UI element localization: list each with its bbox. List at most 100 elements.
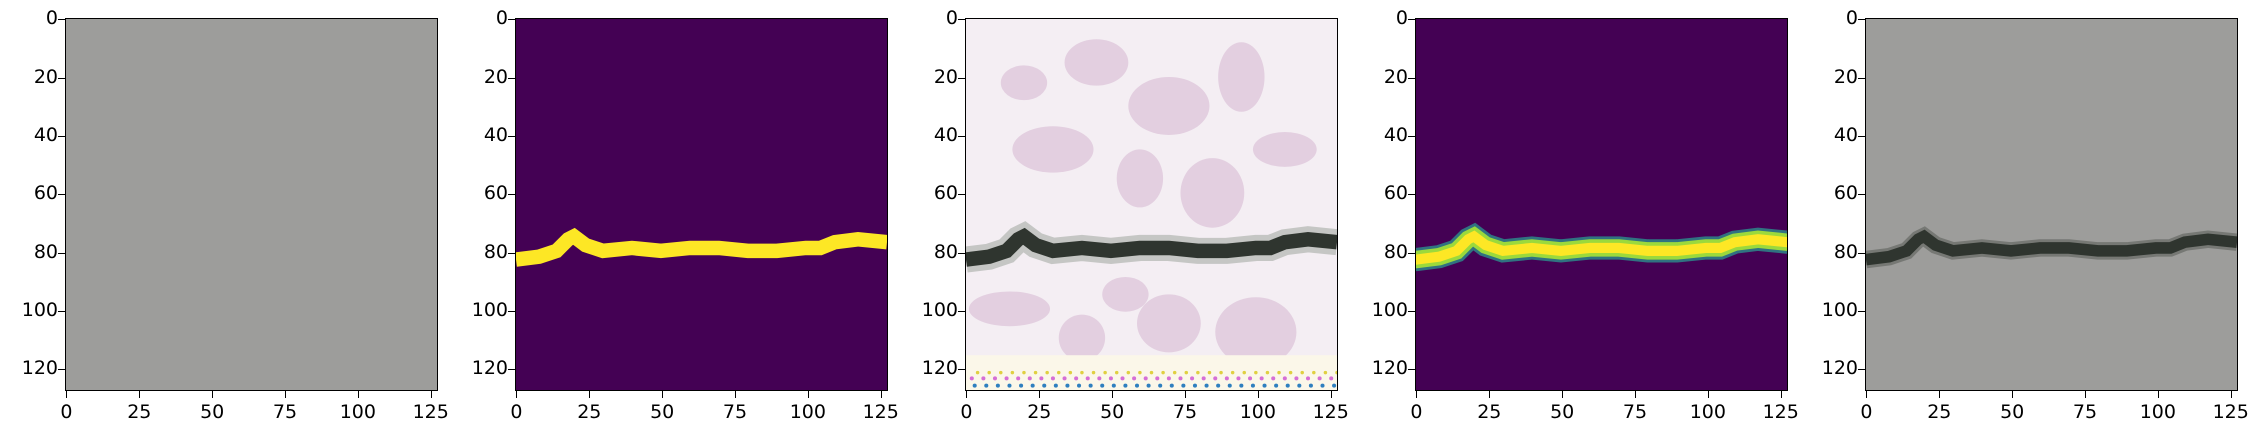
- x-tick-mark: [1866, 391, 1867, 398]
- y-tick-mark: [958, 311, 965, 312]
- x-tick-label: 100: [328, 401, 388, 423]
- x-tick-mark: [1781, 391, 1782, 398]
- y-tick-mark: [958, 369, 965, 370]
- x-tick-mark: [1112, 391, 1113, 398]
- y-tick-label: 80: [450, 241, 508, 263]
- y-tick-mark: [1858, 369, 1865, 370]
- x-tick-mark: [1185, 391, 1186, 398]
- y-tick-mark: [1408, 194, 1415, 195]
- x-tick-label: 75: [705, 401, 765, 423]
- x-tick-mark: [1331, 391, 1332, 398]
- image-axes: [965, 18, 1338, 391]
- x-tick-mark: [662, 391, 663, 398]
- y-tick-mark: [958, 194, 965, 195]
- y-tick-label: 120: [450, 357, 508, 379]
- x-tick-mark: [1708, 391, 1709, 398]
- x-tick-label: 50: [182, 401, 242, 423]
- y-tick-mark: [508, 253, 515, 254]
- x-tick-mark: [1562, 391, 1563, 398]
- x-tick-label: 100: [778, 401, 838, 423]
- image-axes: [1865, 18, 2238, 391]
- y-tick-label: 100: [0, 299, 58, 321]
- y-tick-mark: [58, 19, 65, 20]
- x-tick-label: 100: [1678, 401, 1738, 423]
- y-tick-label: 20: [1800, 66, 1858, 88]
- x-tick-label: 0: [36, 401, 96, 423]
- y-tick-mark: [1408, 19, 1415, 20]
- x-tick-mark: [2158, 391, 2159, 398]
- x-tick-label: 75: [2055, 401, 2115, 423]
- x-tick-label: 100: [2128, 401, 2188, 423]
- y-tick-mark: [1408, 136, 1415, 137]
- x-tick-mark: [1258, 391, 1259, 398]
- y-tick-mark: [958, 253, 965, 254]
- x-tick-mark: [735, 391, 736, 398]
- x-tick-label: 25: [1459, 401, 1519, 423]
- image-axes: [1415, 18, 1788, 391]
- y-tick-mark: [58, 311, 65, 312]
- y-tick-mark: [508, 369, 515, 370]
- y-tick-mark: [508, 78, 515, 79]
- y-tick-label: 0: [0, 7, 58, 29]
- y-tick-label: 100: [900, 299, 958, 321]
- y-tick-label: 60: [1350, 182, 1408, 204]
- x-tick-label: 50: [632, 401, 692, 423]
- image-panel-generated-image: 0 20 40 60 80 100 120 0 25 50 75 100 125: [900, 0, 1340, 440]
- x-tick-label: 75: [255, 401, 315, 423]
- y-tick-mark: [958, 78, 965, 79]
- y-tick-label: 120: [0, 357, 58, 379]
- y-tick-label: 60: [450, 182, 508, 204]
- y-tick-label: 100: [450, 299, 508, 321]
- y-tick-label: 20: [1350, 66, 1408, 88]
- x-tick-mark: [808, 391, 809, 398]
- y-tick-mark: [58, 78, 65, 79]
- y-tick-mark: [508, 136, 515, 137]
- y-tick-label: 120: [1800, 357, 1858, 379]
- x-tick-label: 25: [1009, 401, 1069, 423]
- x-tick-mark: [589, 391, 590, 398]
- x-tick-label: 25: [109, 401, 169, 423]
- x-tick-mark: [1039, 391, 1040, 398]
- y-tick-label: 0: [1800, 7, 1858, 29]
- image-panel-ground-truth-mask: 0 20 40 60 80 100 120 0 25 50 75 100 125: [450, 0, 890, 440]
- x-tick-label: 0: [1836, 401, 1896, 423]
- image-panel-predicted-mask: 0 20 40 60 80 100 120 0 25 50 75 100 125: [1350, 0, 1790, 440]
- y-tick-label: 40: [900, 124, 958, 146]
- y-tick-mark: [958, 136, 965, 137]
- x-tick-mark: [358, 391, 359, 398]
- x-tick-mark: [1416, 391, 1417, 398]
- y-tick-label: 40: [450, 124, 508, 146]
- y-tick-label: 120: [1350, 357, 1408, 379]
- y-tick-label: 0: [450, 7, 508, 29]
- y-tick-mark: [508, 311, 515, 312]
- x-tick-mark: [1489, 391, 1490, 398]
- x-tick-mark: [2085, 391, 2086, 398]
- y-tick-mark: [1408, 369, 1415, 370]
- x-tick-label: 50: [1532, 401, 1592, 423]
- y-tick-mark: [508, 19, 515, 20]
- x-tick-label: 75: [1605, 401, 1665, 423]
- y-tick-mark: [1408, 78, 1415, 79]
- x-tick-label: 25: [1909, 401, 1969, 423]
- y-tick-mark: [1858, 136, 1865, 137]
- x-tick-mark: [285, 391, 286, 398]
- y-tick-mark: [1858, 311, 1865, 312]
- image-axes: [65, 18, 438, 391]
- x-tick-label: 25: [559, 401, 619, 423]
- x-tick-label: 100: [1228, 401, 1288, 423]
- y-tick-label: 20: [450, 66, 508, 88]
- y-tick-label: 0: [1350, 7, 1408, 29]
- x-tick-mark: [1635, 391, 1636, 398]
- y-tick-mark: [1858, 253, 1865, 254]
- x-tick-label: 0: [486, 401, 546, 423]
- y-tick-label: 0: [900, 7, 958, 29]
- image-panel-input-image: 0 20 40 60 80 100 120 0 25 50 75 100 125: [0, 0, 440, 440]
- x-tick-mark: [2231, 391, 2232, 398]
- x-tick-mark: [66, 391, 67, 398]
- y-tick-label: 40: [0, 124, 58, 146]
- y-tick-label: 100: [1350, 299, 1408, 321]
- y-tick-mark: [1858, 78, 1865, 79]
- x-tick-label: 0: [936, 401, 996, 423]
- y-tick-mark: [508, 194, 515, 195]
- y-tick-label: 40: [1800, 124, 1858, 146]
